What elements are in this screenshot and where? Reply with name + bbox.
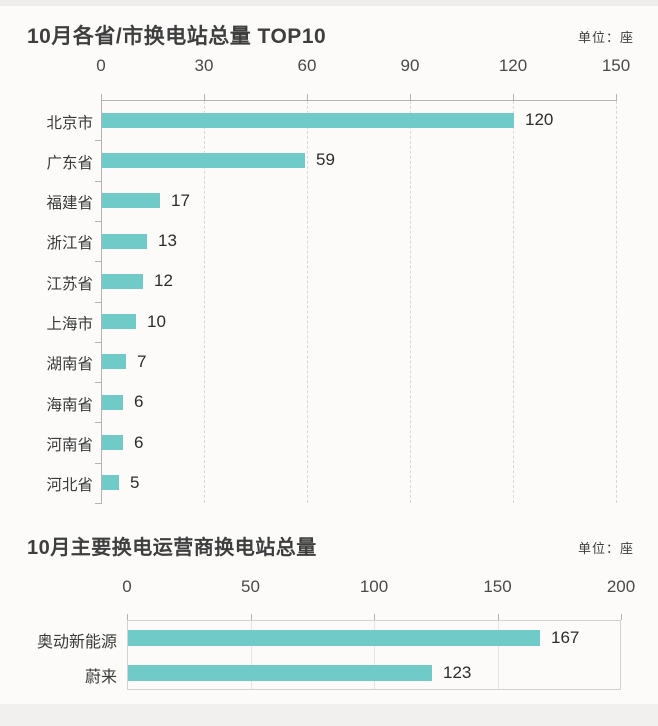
vertical-gridline	[410, 101, 411, 503]
y-axis-tick-mark	[95, 181, 101, 182]
x-axis-tick-mark	[374, 614, 375, 620]
y-axis-tick-mark	[95, 261, 101, 262]
vertical-gridline	[204, 101, 205, 503]
bar	[102, 395, 123, 410]
bar-value-label: 7	[137, 352, 147, 371]
bar-value-label: 59	[316, 150, 335, 169]
bar	[102, 475, 119, 490]
chart1-unit-label: 单位：座	[577, 31, 634, 46]
vertical-gridline	[616, 101, 617, 503]
y-axis-tick-mark	[95, 422, 101, 423]
x-axis-tick-label: 90	[400, 56, 420, 75]
bar-value-label: 5	[130, 473, 140, 492]
category-label: 奥动新能源	[36, 634, 117, 651]
x-axis-tick-mark	[127, 614, 128, 620]
category-label: 广东省	[46, 155, 93, 172]
bar-value-label: 6	[134, 392, 144, 411]
x-axis-tick-label: 150	[601, 56, 631, 75]
x-axis-tick-label: 200	[606, 577, 636, 596]
vertical-gridline	[251, 621, 252, 689]
y-axis-tick-mark	[95, 302, 101, 303]
x-axis-tick-mark	[101, 94, 102, 100]
bar-value-label: 123	[443, 663, 472, 682]
x-axis-tick-label: 0	[122, 577, 132, 596]
x-axis-tick-label: 100	[359, 577, 389, 596]
page-bottom-band	[0, 704, 658, 726]
bar-value-label: 17	[171, 191, 190, 210]
bar	[102, 193, 160, 208]
x-axis-tick-label: 30	[194, 56, 214, 75]
bar	[102, 234, 147, 249]
page-top-band	[0, 0, 658, 6]
category-label: 上海市	[46, 316, 93, 333]
bar	[102, 314, 136, 329]
x-axis-tick-mark	[498, 614, 499, 620]
bar	[102, 274, 143, 289]
x-axis-tick-mark	[621, 614, 622, 620]
bar	[128, 630, 540, 646]
bar	[102, 435, 123, 450]
y-axis-tick-mark	[95, 382, 101, 383]
vertical-gridline	[498, 621, 499, 689]
category-label: 河北省	[46, 477, 93, 494]
y-axis-tick-mark	[95, 463, 101, 464]
bar-value-label: 13	[158, 231, 177, 250]
bar-value-label: 12	[154, 271, 173, 290]
category-label: 江苏省	[46, 276, 93, 293]
category-label: 北京市	[46, 115, 93, 132]
x-axis-tick-label: 120	[498, 56, 528, 75]
x-axis-tick-mark	[410, 94, 411, 100]
plot-area-border	[127, 620, 621, 690]
chart2-title: 10月主要换电运营商换电站总量	[27, 537, 317, 559]
x-axis-tick-mark	[307, 94, 308, 100]
y-axis-tick-mark	[95, 140, 101, 141]
category-label: 福建省	[46, 195, 93, 212]
category-label: 湖南省	[46, 356, 93, 373]
y-axis-tick-mark	[95, 342, 101, 343]
bar	[102, 153, 305, 168]
bar-value-label: 10	[147, 312, 166, 331]
bar	[102, 354, 126, 369]
category-label: 河南省	[46, 437, 93, 454]
y-axis-tick-mark	[95, 221, 101, 222]
bar	[102, 113, 514, 128]
bar-value-label: 120	[525, 110, 554, 129]
x-axis-tick-label: 50	[241, 577, 260, 596]
vertical-gridline	[307, 101, 308, 503]
x-axis-line	[101, 100, 617, 101]
vertical-gridline	[513, 101, 514, 503]
x-axis-tick-label: 0	[96, 56, 106, 75]
x-axis-tick-label: 60	[297, 56, 317, 75]
bar-value-label: 6	[134, 433, 144, 452]
y-axis-tick-mark	[95, 503, 101, 504]
vertical-gridline	[374, 621, 375, 689]
category-label: 蔚来	[84, 669, 117, 686]
x-axis-tick-mark	[513, 94, 514, 100]
x-axis-tick-mark	[204, 94, 205, 100]
chart1-title: 10月各省/市换电站总量 TOP10	[27, 25, 327, 48]
y-axis-line	[101, 100, 102, 504]
x-axis-tick-mark	[251, 614, 252, 620]
chart2-unit-label: 单位：座	[577, 542, 634, 557]
x-axis-tick-mark	[616, 94, 617, 100]
bar	[128, 665, 432, 681]
category-label: 海南省	[46, 397, 93, 414]
category-label: 浙江省	[46, 235, 93, 252]
x-axis-tick-label: 150	[483, 577, 512, 596]
bar-value-label: 167	[551, 628, 580, 647]
